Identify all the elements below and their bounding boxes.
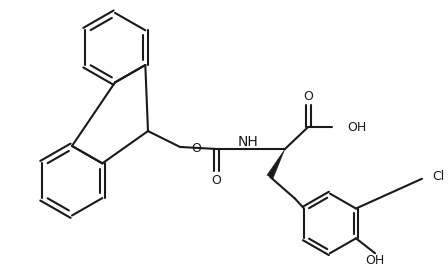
- Text: Cl: Cl: [432, 170, 444, 183]
- Text: O: O: [211, 174, 221, 187]
- Text: NH: NH: [237, 135, 258, 149]
- Text: O: O: [191, 143, 201, 155]
- Text: O: O: [303, 90, 313, 103]
- Text: OH: OH: [366, 254, 385, 267]
- Polygon shape: [267, 149, 285, 178]
- Text: OH: OH: [347, 121, 366, 134]
